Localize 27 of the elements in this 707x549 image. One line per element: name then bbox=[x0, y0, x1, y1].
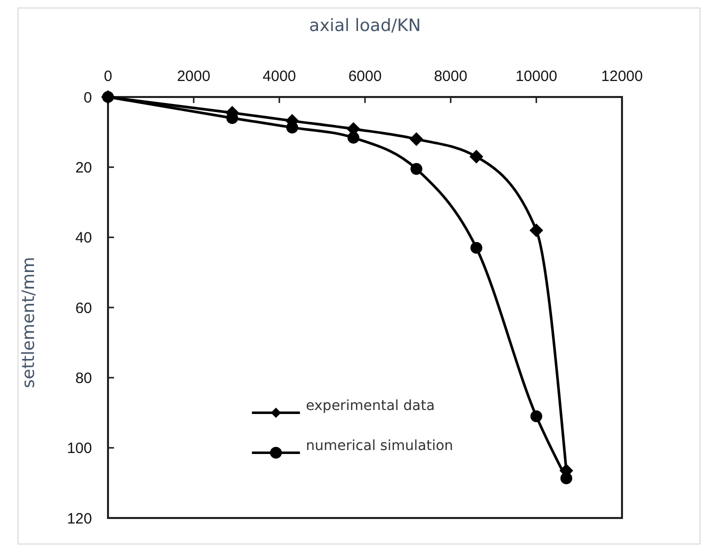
point bbox=[410, 132, 424, 146]
point bbox=[102, 91, 114, 103]
x-axis-title: axial load/KN bbox=[309, 16, 421, 36]
legend-label: experimental data bbox=[306, 398, 435, 414]
x-tick-label: 6000 bbox=[348, 68, 382, 85]
y-tick-label: 60 bbox=[75, 300, 92, 317]
point bbox=[560, 472, 572, 484]
y-tick-label: 0 bbox=[84, 89, 92, 106]
point bbox=[530, 410, 542, 422]
y-tick-label: 20 bbox=[75, 159, 92, 176]
point bbox=[470, 150, 484, 164]
y-tick-label: 120 bbox=[66, 510, 92, 528]
legend-label: numerical simulation bbox=[306, 438, 454, 454]
point bbox=[348, 132, 360, 144]
point bbox=[470, 242, 482, 254]
x-tick-label: 10000 bbox=[515, 68, 558, 85]
x-tick-label: 0 bbox=[104, 68, 112, 85]
y-axis-title: settlement/mm bbox=[19, 256, 39, 388]
x-tick-label: 2000 bbox=[176, 68, 210, 85]
y-tick-label: 80 bbox=[75, 370, 92, 387]
x-tick-label: 4000 bbox=[262, 68, 296, 85]
y-tick-label: 40 bbox=[75, 230, 92, 247]
y-tick-label: 100 bbox=[66, 440, 92, 458]
point bbox=[410, 163, 422, 175]
point bbox=[529, 223, 544, 238]
x-tick-label: 12000 bbox=[601, 68, 643, 85]
x-tick-label: 8000 bbox=[434, 68, 468, 85]
